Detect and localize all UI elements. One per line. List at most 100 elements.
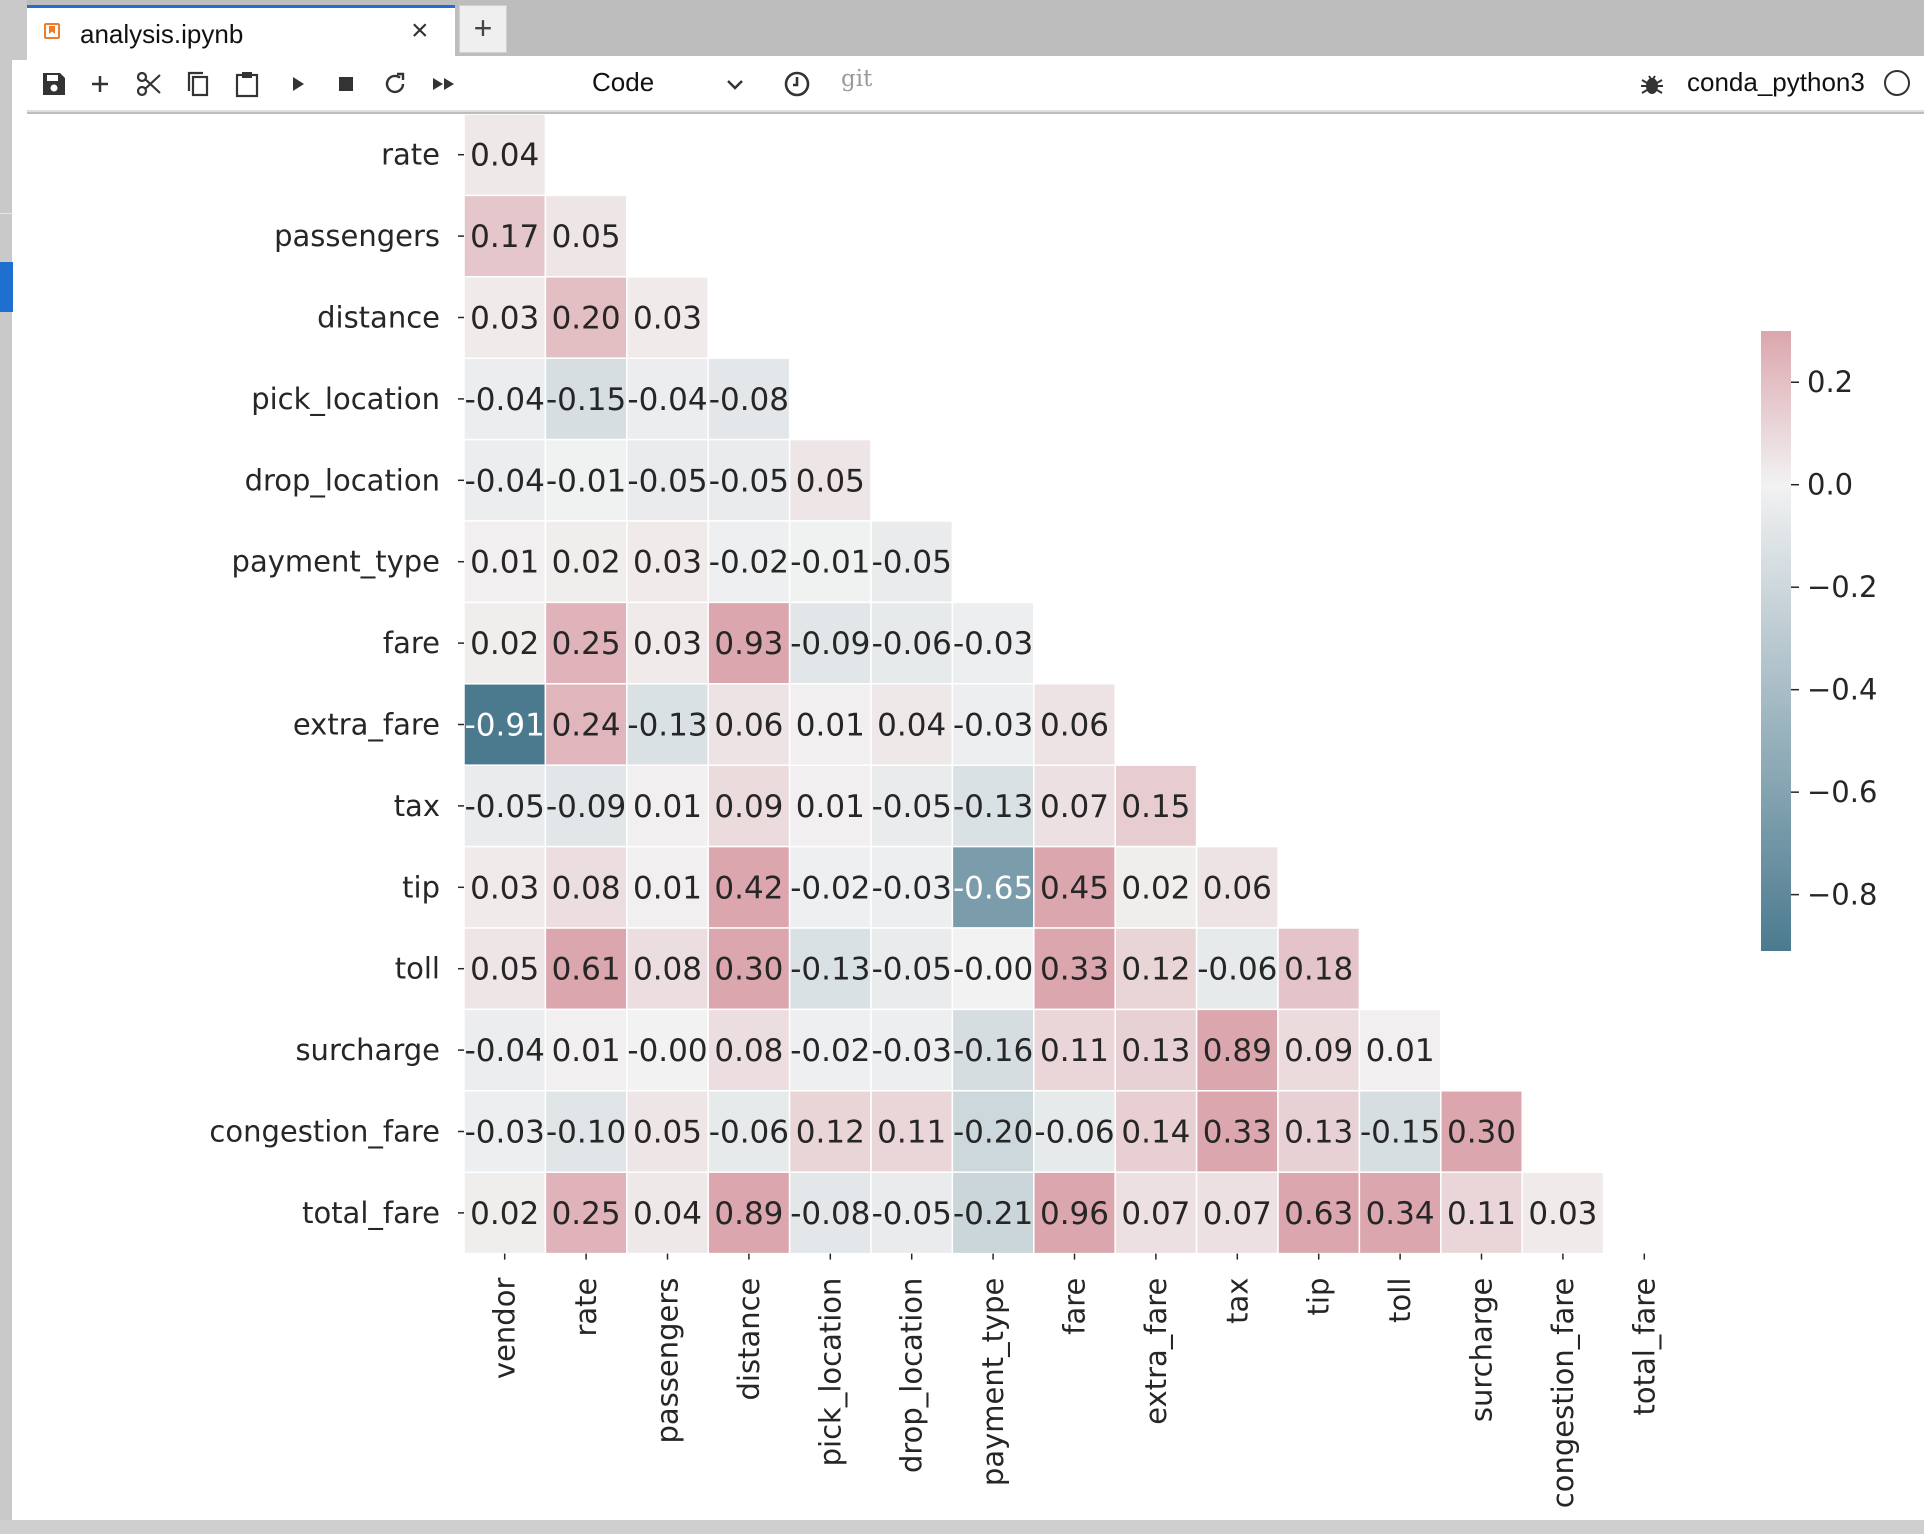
heatmap-cell — [870, 1171, 954, 1255]
heatmap-cell — [1114, 1090, 1198, 1173]
heatmap-cell — [788, 927, 872, 1011]
heatmap-cell — [1195, 1171, 1279, 1255]
heatmap-cell — [1114, 764, 1198, 848]
cell-value-label: 0.02 — [552, 545, 621, 581]
cell-value-label: 0.02 — [1121, 870, 1190, 906]
cell-value-label: -0.13 — [790, 952, 870, 988]
run-icon[interactable] — [283, 68, 313, 100]
heatmap-cell — [951, 683, 1035, 766]
heatmap-cell — [626, 438, 709, 522]
heatmap-cell — [870, 601, 954, 685]
heatmap-cell — [707, 1090, 791, 1173]
cell-value-label: 0.11 — [1040, 1033, 1109, 1069]
paste-icon[interactable] — [231, 68, 263, 100]
heatmap-cell — [626, 927, 709, 1011]
colorbar — [1761, 331, 1791, 951]
heatmap-cell — [788, 764, 872, 848]
heatmap-cell — [870, 683, 954, 766]
heatmap-cell — [544, 357, 628, 441]
chevron-down-icon[interactable] — [724, 68, 746, 105]
cell-value-label: 0.01 — [552, 1033, 621, 1069]
cell-value-label: 0.25 — [552, 1196, 621, 1232]
cell-value-label: -0.09 — [790, 626, 870, 662]
save-icon[interactable] — [39, 68, 69, 100]
colorbar-tick-label: −0.6 — [1807, 775, 1877, 809]
heatmap-cell — [788, 1090, 872, 1173]
heatmap-cell — [1358, 1090, 1442, 1173]
column-label: toll — [1383, 1278, 1417, 1323]
cell-value-label: 0.33 — [1203, 1115, 1272, 1151]
cell-value-label: 0.03 — [633, 301, 702, 337]
git-label[interactable]: git — [841, 66, 873, 92]
cell-value-label: 0.30 — [714, 952, 783, 988]
cell-value-label: -0.08 — [790, 1196, 870, 1232]
heatmap-cell — [1358, 1171, 1442, 1255]
heatmap-cell — [626, 764, 709, 848]
stop-icon[interactable] — [331, 68, 361, 100]
add-cell-icon[interactable] — [85, 68, 115, 100]
cell-value-label: 0.11 — [1447, 1196, 1516, 1232]
heatmap-cell — [951, 601, 1035, 685]
sidebar-active-indicator[interactable] — [0, 262, 13, 312]
cell-value-label: -0.06 — [872, 626, 952, 662]
heatmap-cell — [951, 1008, 1035, 1092]
cell-value-label: -0.06 — [1197, 952, 1277, 988]
cell-value-label: 0.24 — [552, 708, 621, 744]
cell-value-label: 0.07 — [1040, 789, 1109, 825]
cell-value-label: -0.05 — [709, 463, 789, 499]
heatmap-cell — [463, 520, 547, 604]
row-label: surcharge — [295, 1033, 440, 1067]
history-icon[interactable] — [781, 68, 813, 100]
cell-value-label: -0.13 — [627, 708, 707, 744]
cell-value-label: 0.06 — [714, 708, 783, 744]
panel-edge-top — [12, 0, 27, 60]
cell-value-label: 0.05 — [552, 219, 621, 255]
left-sidebar-strip — [0, 0, 27, 1534]
kernel-status-icon — [1884, 70, 1910, 96]
heatmap-cell — [1440, 1090, 1523, 1173]
heatmap-cell — [463, 845, 547, 929]
heatmap-cell — [1277, 927, 1361, 1011]
column-label: total_fare — [1627, 1278, 1661, 1416]
cell-value-label: -0.05 — [872, 545, 952, 581]
cell-value-label: -0.06 — [1034, 1115, 1114, 1151]
cell-value-label: -0.15 — [546, 382, 626, 418]
cell-value-label: 0.12 — [796, 1115, 865, 1151]
cell-value-label: 0.17 — [470, 219, 539, 255]
cell-value-label: -0.91 — [465, 708, 545, 744]
tab-label: analysis.ipynb — [80, 19, 244, 49]
cell-value-label: 0.01 — [796, 708, 865, 744]
heatmap-cell — [626, 276, 709, 359]
cell-value-label: 0.42 — [714, 870, 783, 906]
new-tab-button[interactable]: + — [459, 5, 507, 53]
cell-value-label: 0.34 — [1366, 1196, 1435, 1232]
kernel-name[interactable]: conda_python3 — [1687, 67, 1865, 97]
close-tab-icon[interactable]: × — [411, 14, 429, 47]
colorbar-tick-label: −0.4 — [1807, 673, 1877, 707]
cell-value-label: -0.05 — [872, 789, 952, 825]
restart-icon[interactable] — [379, 68, 411, 100]
heatmap-cell — [788, 1171, 872, 1255]
heatmap-cell — [1195, 845, 1279, 929]
column-label: tax — [1220, 1278, 1254, 1324]
cell-value-label: 0.06 — [1040, 708, 1109, 744]
cell-value-label: -0.21 — [953, 1196, 1033, 1232]
heatmap-cell — [951, 1171, 1035, 1255]
heatmap-cell — [544, 438, 628, 522]
debug-icon[interactable] — [1637, 68, 1667, 100]
heatmap-cell — [626, 520, 709, 604]
cell-value-label: 0.01 — [796, 789, 865, 825]
tab-analysis-notebook[interactable]: analysis.ipynb × — [27, 5, 455, 56]
cut-icon[interactable] — [133, 68, 165, 100]
colorbar-tick-label: 0.2 — [1807, 365, 1853, 399]
run-all-icon[interactable] — [427, 68, 461, 100]
row-label: passengers — [274, 219, 440, 253]
cell-value-label: -0.03 — [465, 1115, 545, 1151]
heatmap-cell — [463, 357, 547, 441]
heatmap-cell — [626, 1090, 709, 1173]
copy-icon[interactable] — [183, 68, 213, 100]
column-label: vendor — [488, 1278, 522, 1380]
cell-value-label: -0.09 — [546, 789, 626, 825]
cell-value-label: -0.00 — [627, 1033, 707, 1069]
cell-type-select[interactable]: Code — [592, 67, 655, 97]
